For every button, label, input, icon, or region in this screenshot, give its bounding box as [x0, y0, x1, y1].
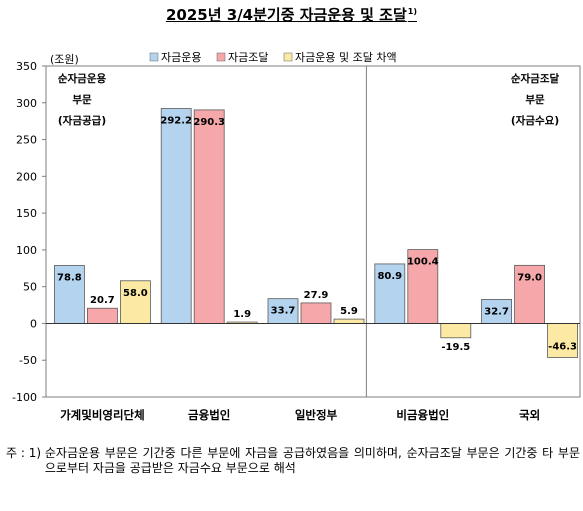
- bar: [300, 302, 332, 324]
- y-tick-label: 100: [16, 244, 37, 257]
- data-label: -19.5: [441, 342, 470, 353]
- footnote-label: 주 : 1): [6, 446, 42, 460]
- y-tick-label: 350: [16, 60, 37, 73]
- sector-annotation-left: 부문: [72, 94, 92, 106]
- y-tick-label: -100: [12, 391, 37, 404]
- y-axis-label: (조원): [50, 53, 79, 66]
- legend-swatch: [216, 52, 226, 62]
- sector-annotation-right: (자금수요): [511, 114, 559, 127]
- plot-frame: [45, 65, 581, 398]
- data-label: 79.0: [517, 272, 542, 283]
- data-label: 5.9: [340, 306, 358, 317]
- chart-title: 2025년 3/4분기중 자금운용 및 조달1): [165, 6, 418, 24]
- data-label: 100.4: [407, 257, 439, 268]
- bar: [160, 108, 192, 324]
- y-tick-label: 50: [23, 281, 37, 294]
- x-tick-label: 국외: [519, 408, 540, 422]
- data-label: 78.8: [57, 272, 82, 283]
- data-label: 20.7: [90, 295, 115, 306]
- data-label: 80.9: [377, 271, 402, 282]
- sector-annotation-left: 순자금운용: [58, 72, 107, 85]
- data-label: 33.7: [271, 306, 296, 317]
- bar: [440, 323, 472, 339]
- bar-chart: -100 -50 0 50 100 150 200 250 300 350 (조원) 자금운용 자금조달…: [12, 51, 581, 422]
- data-label: 58.0: [123, 288, 148, 299]
- y-tick-label: -50: [19, 354, 37, 367]
- footnote: 주 : 1) 순자금운용 부문은 기간중 다른 부문에 자금을 공급하였음을 의…: [6, 446, 580, 476]
- legend-swatch: [283, 52, 293, 62]
- sector-annotation-left: (자금공급): [58, 114, 106, 127]
- x-tick-label: 비금융법인: [396, 408, 449, 422]
- data-label: -46.3: [548, 342, 577, 353]
- x-tick-label: 일반정부: [295, 408, 338, 422]
- sector-annotation-right: 부문: [525, 94, 545, 106]
- bar: [267, 298, 299, 324]
- y-tick-label: 300: [16, 97, 37, 110]
- footnote-text: 순자금운용 부문은 기간중 다른 부문에 자금을 공급하였음을 의미하며, 순자…: [44, 446, 580, 475]
- title-footnote-mark: 1): [407, 7, 418, 16]
- data-label: 290.3: [193, 117, 225, 128]
- y-tick-label: 150: [16, 207, 37, 220]
- data-label: 27.9: [304, 290, 329, 301]
- bar: [407, 249, 439, 324]
- bar: [374, 263, 406, 324]
- bar: [481, 298, 513, 324]
- bar: [193, 109, 225, 324]
- y-tick-label: 0: [30, 317, 37, 330]
- y-tick-label: 200: [16, 170, 37, 183]
- legend-label: 자금조달: [228, 51, 268, 64]
- bar: [333, 318, 365, 324]
- x-tick-label: 금융법인: [188, 408, 230, 422]
- bar: [54, 265, 85, 324]
- y-tick-label: 250: [16, 134, 37, 147]
- legend-label: 자금운용: [161, 51, 201, 64]
- x-tick-label: 가계및비영리단체: [60, 408, 145, 422]
- data-label: 1.9: [233, 309, 251, 320]
- legend-swatch: [149, 52, 159, 62]
- data-label: 292.2: [160, 116, 192, 127]
- sector-annotation-right: 순자금조달: [511, 72, 560, 85]
- bar: [87, 307, 118, 324]
- bar: [547, 323, 578, 358]
- data-label: 32.7: [484, 306, 509, 317]
- legend-label: 자금운용 및 조달 차액: [295, 51, 397, 64]
